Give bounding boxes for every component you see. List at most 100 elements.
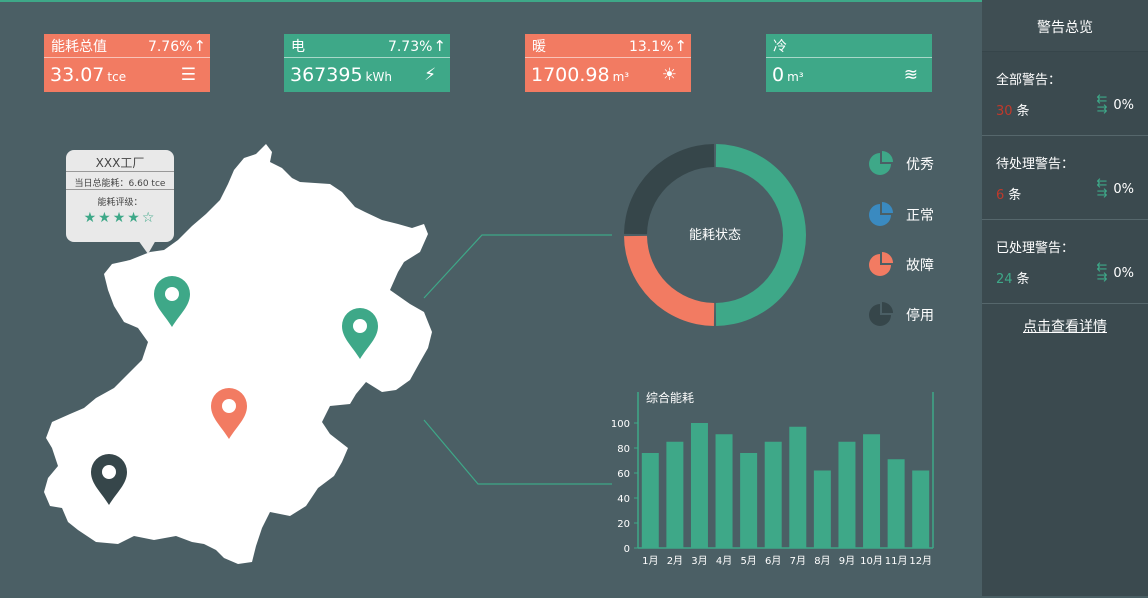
warning-block-handled[interactable]: 已处理警告： 24 条 ⇇ ⇉ 0% [982, 220, 1148, 304]
pie-chart-icon [868, 303, 892, 327]
map-pin-icon [342, 308, 378, 359]
wind-icon: ≋ [903, 65, 918, 85]
stat-card-header: 电 7.73%↑ [284, 34, 450, 58]
stat-unit: tce [107, 70, 127, 84]
bar[interactable] [912, 470, 930, 549]
bar[interactable] [813, 470, 831, 549]
stat-label: 电 [291, 38, 305, 55]
stat-value: 1700.98 [531, 64, 610, 86]
stat-label: 能耗总值 [51, 38, 107, 55]
x-tick-label: 9月 [839, 555, 855, 567]
bar[interactable] [863, 434, 881, 548]
stat-label: 暖 [532, 38, 546, 55]
y-tick-label: 0 [624, 544, 630, 555]
stat-card-electricity[interactable]: 电 7.73%↑ 367395 kWh ⚡ [284, 34, 450, 92]
legend-label: 停用 [906, 308, 934, 324]
x-tick-label: 8月 [814, 555, 830, 567]
connector-line-chart [423, 419, 612, 485]
warning-percent: 0% [1113, 97, 1134, 113]
list-return-icon: ☰ [180, 65, 196, 85]
map-pin-green-east[interactable] [342, 308, 378, 359]
view-details-link[interactable]: 点击查看详情 [1023, 319, 1107, 335]
bar[interactable] [764, 441, 782, 548]
legend-item-fault[interactable]: 故障 [868, 253, 934, 277]
bar[interactable] [715, 434, 733, 548]
warning-block-all[interactable]: 全部警告： 30 条 ⇇ ⇉ 0% [982, 52, 1148, 136]
stat-card-header: 暖 13.1%↑ [525, 34, 691, 58]
x-tick-label: 2月 [667, 555, 683, 567]
stat-card-body: 367395 kWh ⚡ [284, 58, 450, 92]
pie-chart-icon [868, 152, 892, 176]
legend-label: 优秀 [906, 157, 934, 173]
stat-card-header: 冷 [766, 34, 932, 58]
region-map[interactable] [44, 144, 432, 564]
legend-pie-icon [869, 302, 893, 326]
dashboard-canvas: 综合能耗 0 20 40 60 80 100 1月 2月 3月 4月 5月 6月 7月 8月 9月 10月 11月… [44, 144, 934, 567]
stat-value: 0 [772, 64, 785, 86]
legend-item-disabled[interactable]: 停用 [868, 303, 934, 327]
stat-card-cooling[interactable]: 冷 0 m³ ≋ [766, 34, 932, 92]
map-pin-green-north[interactable] [154, 276, 190, 327]
stat-change: 7.76% [147, 38, 193, 55]
y-tick-label: 100 [611, 419, 630, 430]
stat-unit: m³ [787, 70, 804, 84]
warning-count: 30 [996, 104, 1013, 119]
factory-tooltip: XXX工厂 当日总能耗：6.60 tce 能耗评级： ★★★★☆ [66, 150, 174, 254]
y-tick-label: 40 [617, 494, 630, 505]
x-tick-label: 6月 [765, 555, 781, 567]
warning-unit: 条 [1016, 104, 1030, 119]
donut-segment-1[interactable] [624, 235, 715, 326]
map-pin-dark-southwest[interactable] [91, 454, 127, 505]
warning-count: 6 [996, 188, 1005, 203]
bar[interactable] [887, 459, 905, 548]
tooltip-rating-label: 能耗评级： [97, 198, 143, 208]
swap-arrows-icon: ⇇ ⇉ [1096, 260, 1108, 285]
bar[interactable] [666, 441, 684, 548]
arrow-up-icon: ↑ [674, 36, 687, 55]
lightning-icon: ⚡ [424, 65, 436, 85]
donut-segment-2[interactable] [624, 144, 715, 235]
map-pin-icon [91, 454, 127, 505]
stat-card-total[interactable]: 能耗总值 7.76%↑ 33.07 tce ☰ [44, 34, 210, 92]
stat-value: 367395 [290, 64, 363, 86]
warning-percent: 0% [1113, 265, 1134, 281]
warning-label: 待处理警告： [996, 157, 1075, 172]
warning-unit: 条 [1016, 272, 1030, 287]
x-tick-label: 12月 [909, 555, 932, 567]
legend-item-normal[interactable]: 正常 [868, 203, 934, 227]
map-pin-dot [102, 465, 116, 479]
warning-label: 全部警告： [996, 73, 1062, 88]
bar[interactable] [838, 441, 856, 548]
arrow-up-icon: ↑ [193, 36, 206, 55]
y-tick-label: 60 [617, 469, 630, 480]
bar[interactable] [641, 453, 659, 548]
stat-change: 13.1% [628, 38, 674, 55]
x-tick-label: 7月 [790, 555, 806, 567]
warning-count: 24 [996, 272, 1013, 287]
bar[interactable] [690, 423, 708, 548]
map-pin-orange-center[interactable] [211, 388, 247, 439]
map-pin-dot [165, 287, 179, 301]
legend-pie-icon [869, 151, 893, 175]
stat-card-header: 能耗总值 7.76%↑ [44, 34, 210, 58]
rating-stars-icon: ★★★★☆ [83, 210, 157, 226]
dashboard-main: 能耗总值 7.76%↑ 33.07 tce ☰ 电 7.73%↑ 367395 kW… [0, 0, 982, 567]
legend-item-excellent[interactable]: 优秀 [868, 152, 934, 176]
stat-unit: m³ [612, 70, 630, 84]
map-pin-icon [211, 388, 247, 439]
bar[interactable] [789, 426, 807, 548]
donut-center-label: 能耗状态 [688, 228, 741, 243]
x-tick-label: 3月 [691, 555, 707, 567]
tooltip-title: XXX工厂 [66, 150, 174, 172]
sun-icon: ☀ [661, 65, 677, 85]
legend-label: 故障 [906, 258, 934, 274]
stat-card-heating[interactable]: 暖 13.1%↑ 1700.98 m³ ☀ [525, 34, 691, 92]
donut-segment-0[interactable] [715, 144, 807, 326]
stat-label: 冷 [773, 38, 787, 55]
map-pin-icon [154, 276, 190, 327]
map-pin-dot [353, 319, 367, 333]
bar[interactable] [740, 453, 758, 548]
warning-label: 已处理警告： [996, 241, 1075, 256]
swap-arrows-icon: ⇇ ⇉ [1096, 176, 1108, 201]
